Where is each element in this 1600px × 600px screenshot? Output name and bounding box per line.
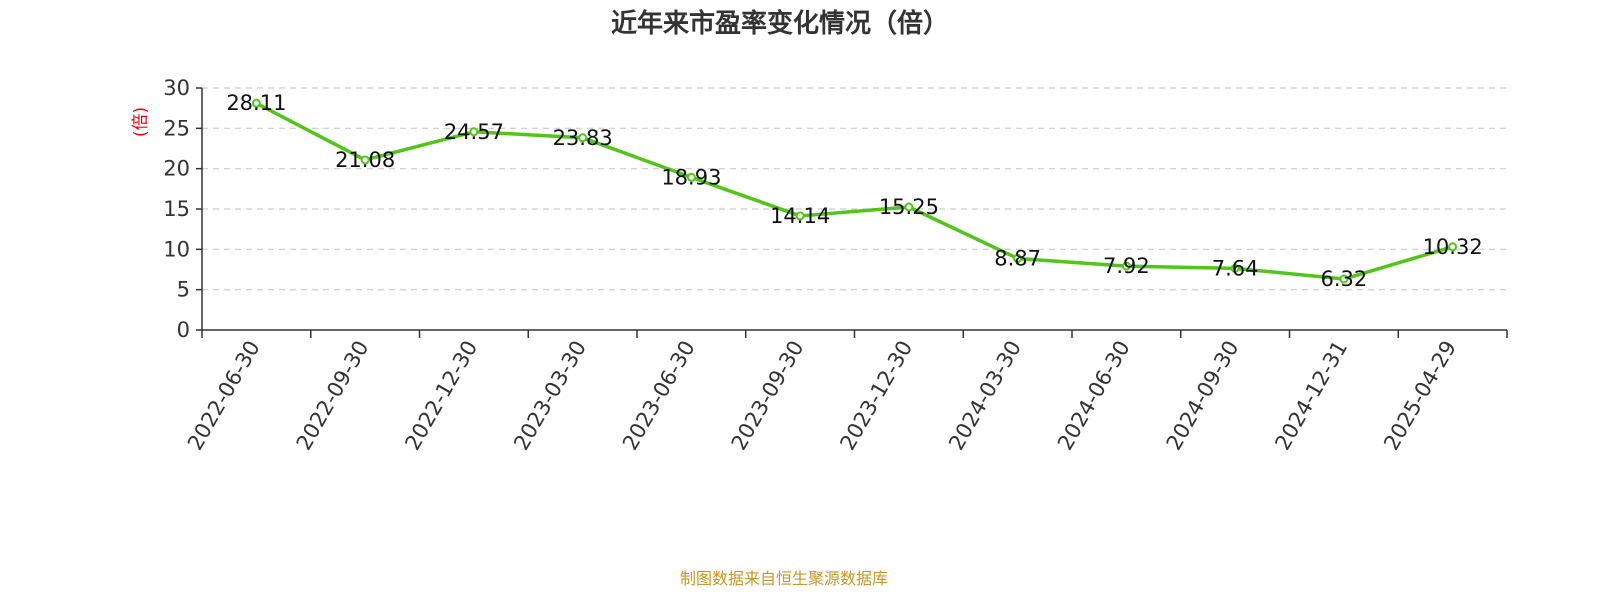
x-tick-label: 2024-09-30 [1162, 337, 1244, 455]
y-tick-label: 5 [177, 278, 190, 302]
y-tick-label: 15 [163, 197, 190, 221]
data-label: 10.32 [1423, 235, 1483, 259]
x-tick-label: 2023-09-30 [727, 337, 809, 455]
data-point [578, 133, 588, 143]
data-label: 28.11 [226, 91, 286, 115]
data-point [1448, 242, 1458, 252]
data-label: 6.32 [1320, 267, 1367, 291]
y-tick-label: 0 [177, 318, 190, 342]
y-axis-ticks: 0 5 10 15 20 25 30 [163, 76, 202, 342]
series-line [254, 101, 1455, 281]
data-label: 21.08 [335, 148, 395, 172]
x-tick-label: 2023-12-30 [835, 337, 917, 455]
y-tick-label: 30 [163, 76, 190, 100]
x-tick-label: 2023-03-30 [509, 337, 591, 455]
data-label: 7.92 [1103, 254, 1150, 278]
x-tick-label: 2022-09-30 [292, 337, 374, 455]
data-label: 24.57 [444, 120, 504, 144]
y-tick-label: 10 [163, 237, 190, 261]
data-label: 14.14 [770, 204, 830, 228]
data-label: 18.93 [661, 165, 721, 189]
data-point [251, 98, 261, 108]
grid-lines [202, 87, 1507, 291]
y-tick-label: 25 [163, 116, 190, 140]
data-point [469, 127, 479, 137]
data-point [1230, 263, 1240, 273]
data-point [1339, 274, 1349, 284]
series-line-group [251, 98, 1458, 284]
data-label: 7.64 [1212, 256, 1259, 280]
x-tick-label: 2022-06-30 [183, 337, 265, 455]
x-axis-ticks: 2022-06-30 2022-09-30 2022-12-30 2023-03-30… [183, 330, 1508, 455]
data-label: 15.25 [879, 195, 939, 219]
data-point [360, 155, 370, 165]
data-point [686, 172, 696, 182]
chart-title: 近年来市盈率变化情况（倍） [611, 8, 949, 39]
data-point [795, 211, 805, 221]
y-axis-label: (倍) [131, 107, 151, 137]
x-tick-label: 2025-04-29 [1379, 337, 1461, 455]
data-label: 23.83 [553, 126, 613, 150]
y-tick-label: 20 [163, 157, 190, 181]
x-tick-label: 2024-12-31 [1270, 337, 1352, 455]
x-tick-label: 2023-06-30 [618, 337, 700, 455]
x-tick-label: 2024-03-30 [944, 337, 1026, 455]
data-point [904, 202, 914, 212]
x-tick-label: 2024-06-30 [1053, 337, 1135, 455]
data-point [1121, 261, 1131, 271]
x-tick-label: 2022-12-30 [400, 337, 482, 455]
data-label: 8.87 [994, 246, 1041, 270]
data-point [1013, 253, 1023, 263]
source-note: 制图数据来自恒生聚源数据库 [680, 569, 888, 588]
data-labels: 28.11 21.08 24.57 23.83 18.93 14.14 15.25 8.87 7… [226, 91, 1482, 291]
